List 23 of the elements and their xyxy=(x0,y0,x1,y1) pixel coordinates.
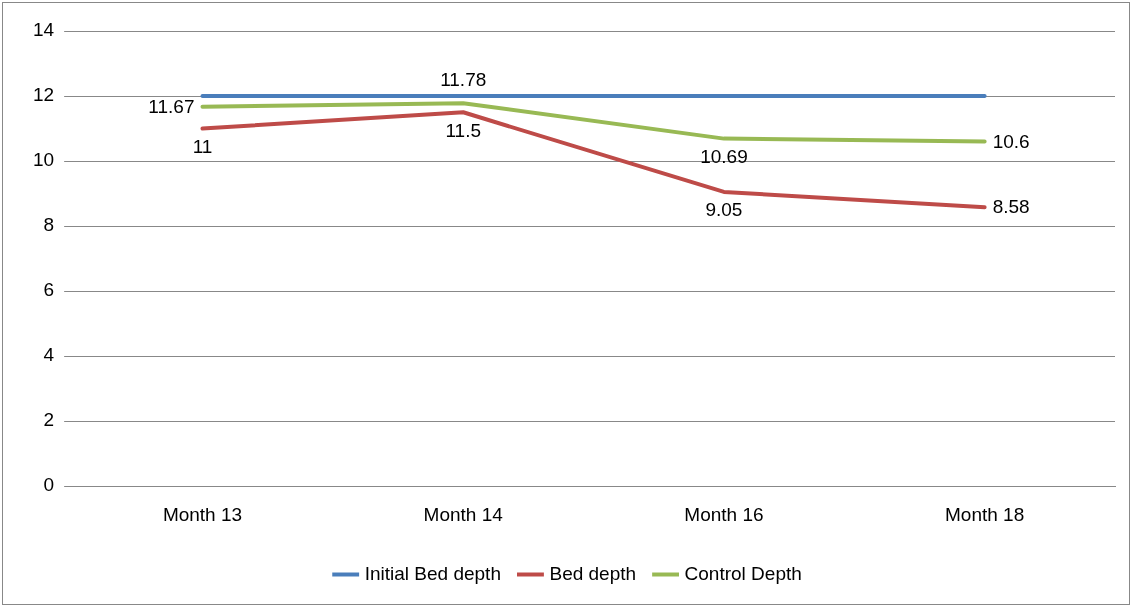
y-tick-label: 2 xyxy=(43,409,55,431)
y-tick-label: 6 xyxy=(43,279,55,301)
data-label: 10.69 xyxy=(700,145,748,167)
data-label: 11.78 xyxy=(440,69,487,91)
legend-label: Control Depth xyxy=(684,562,802,584)
x-tick-label: Month 16 xyxy=(684,503,764,525)
data-label: 8.58 xyxy=(992,196,1030,218)
y-tick-label: 10 xyxy=(32,149,55,171)
y-tick-label: 8 xyxy=(43,214,55,236)
data-label: 11.5 xyxy=(445,119,481,141)
data-label: 10.6 xyxy=(992,130,1030,152)
legend-label: Bed depth xyxy=(549,562,637,584)
data-label: 9.05 xyxy=(705,199,743,221)
y-tick-label: 12 xyxy=(32,84,55,106)
x-tick-label: Month 13 xyxy=(162,503,243,525)
y-tick-label: 14 xyxy=(32,19,55,41)
data-label: 11 xyxy=(192,135,213,157)
legend-label: Initial Bed depth xyxy=(364,562,501,584)
x-tick-label: Month 18 xyxy=(945,503,1025,525)
y-tick-label: 4 xyxy=(43,344,55,366)
x-tick-label: Month 14 xyxy=(423,503,504,525)
data-label: 11.67 xyxy=(148,95,195,117)
y-tick-label: 0 xyxy=(43,474,55,496)
